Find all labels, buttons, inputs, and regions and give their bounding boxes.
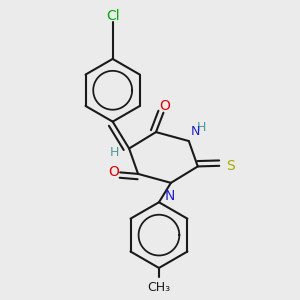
Text: H: H <box>196 121 206 134</box>
Text: N: N <box>190 125 200 138</box>
Text: N: N <box>164 189 175 203</box>
Text: Cl: Cl <box>106 9 119 23</box>
Text: O: O <box>160 99 170 113</box>
Text: O: O <box>108 165 119 179</box>
Text: H: H <box>110 146 119 160</box>
Text: S: S <box>226 159 235 173</box>
Text: CH₃: CH₃ <box>147 281 170 294</box>
